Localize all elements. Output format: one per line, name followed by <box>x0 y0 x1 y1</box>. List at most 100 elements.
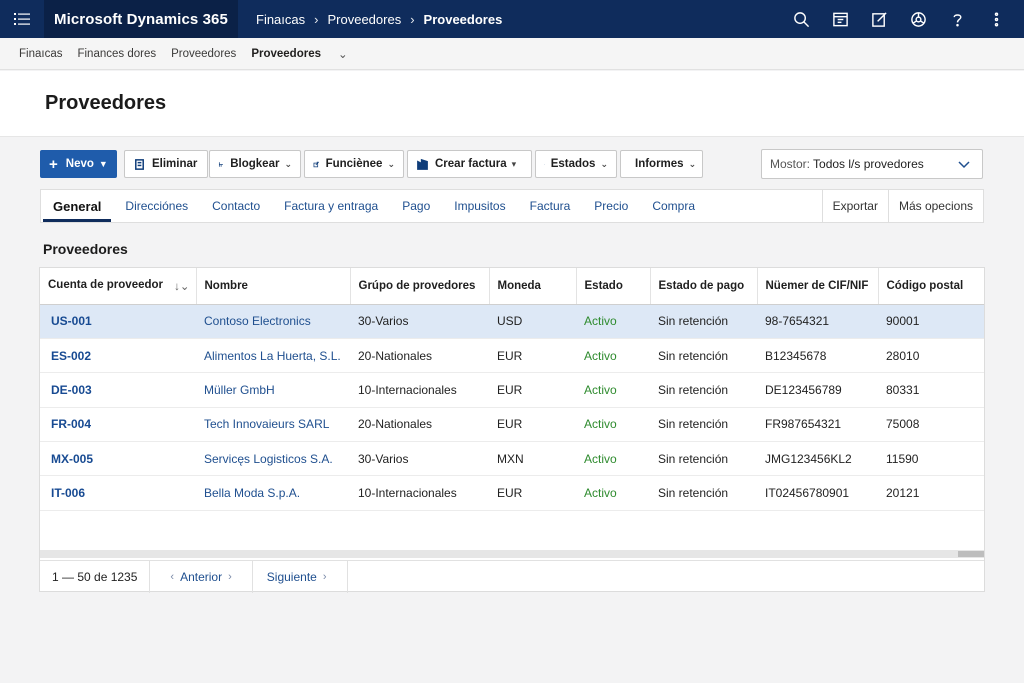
tab-taxes[interactable]: Impusitos <box>454 199 506 213</box>
column-header[interactable]: Nombre <box>196 268 351 305</box>
chevron-right-icon: › <box>322 570 327 583</box>
vendor-account-cell[interactable]: FR-004 <box>40 407 196 443</box>
sort-icon[interactable]: ↓⌄ <box>174 280 190 293</box>
tab-purchase[interactable]: Compra <box>652 199 695 213</box>
folder-icon <box>544 163 545 165</box>
tab-invoice[interactable]: Factura <box>529 199 571 213</box>
block-button[interactable]: Blogkear ⌄ <box>209 150 301 178</box>
status-cell: Activo <box>576 372 650 408</box>
table-row[interactable]: DE-003 Müller GmbH 10-Internacionales EUR Ac… <box>40 372 984 408</box>
block-icon <box>218 161 223 167</box>
record-count: 1 — 50 de 1235 <box>40 560 151 593</box>
column-header[interactable]: Nüemer de CIF/NIF <box>757 268 879 305</box>
vendor-name-cell[interactable]: Contoso Electronics <box>196 304 350 339</box>
states-button[interactable]: Estados ⌄ <box>535 150 617 178</box>
more-options-button[interactable]: Más opecions <box>887 190 983 222</box>
tax-id-cell: JMG123456KL2 <box>757 441 878 477</box>
tab-price[interactable]: Precio <box>594 199 629 213</box>
vendor-name-cell[interactable]: Müller GmbH <box>196 372 350 408</box>
tab-contact[interactable]: Contacto <box>212 199 261 213</box>
horizontal-scrollbar[interactable] <box>40 550 984 558</box>
more-icon[interactable] <box>977 0 1016 38</box>
top-bar: Microsoft Dynamics 365 Finaıcas › Provee… <box>0 0 1024 38</box>
workspace-icon[interactable] <box>821 0 860 38</box>
breadcrumb-item[interactable]: Finaıcas <box>19 47 63 60</box>
chevron-down-icon: ⌄ <box>688 158 697 169</box>
vendor-group-cell: 20-Nationales <box>350 407 489 443</box>
vendor-account-cell[interactable]: DE-003 <box>40 372 196 408</box>
states-button-label: Estados <box>550 158 596 170</box>
top-crumb-finance[interactable]: Finaıcas <box>256 11 306 27</box>
vendor-name-cell[interactable]: Bella Moda S.p.A. <box>196 475 350 511</box>
vendor-account-cell[interactable]: IT-006 <box>40 475 196 511</box>
view-selector-label: Mostor: <box>770 157 811 171</box>
status-cell: Activo <box>576 338 650 374</box>
chevron-right-icon: › <box>228 570 232 583</box>
view-selector-value: Todos l/s provedores <box>813 157 924 171</box>
app-title[interactable]: Microsoft Dynamics 365 <box>44 0 238 38</box>
breadcrumb-item[interactable]: Finances dores <box>77 47 157 60</box>
page-title: Proveedores <box>45 92 167 114</box>
column-header[interactable]: Estado de pago <box>650 268 758 305</box>
export-button[interactable]: Exportar <box>821 190 888 222</box>
delete-icon <box>135 158 144 170</box>
pager: 1 — 50 de 1235 ‹ Anterior › Siguiente › <box>40 560 984 593</box>
invoice-icon <box>417 158 428 170</box>
status-cell: Activo <box>576 304 650 339</box>
vendor-group-cell: 30-Varios <box>350 441 489 477</box>
chevron-down-icon: ▾ <box>511 158 517 169</box>
block-button-label: Blogkear <box>230 158 280 170</box>
vendor-name-cell[interactable]: Alimentos La Huerta, S.L. <box>196 338 350 374</box>
search-icon[interactable] <box>782 0 821 38</box>
top-breadcrumb: Finaıcas › Proveedores › Proveedores <box>238 0 502 38</box>
tab-payment[interactable]: Pago <box>402 199 431 213</box>
table-row[interactable]: ES-002 Alimentos La Huerta, S.L. 20-Nation… <box>40 338 984 374</box>
breadcrumb-item[interactable]: Proveedores <box>171 47 237 60</box>
settings-icon[interactable] <box>899 0 938 38</box>
new-button[interactable]: + Nevo ▼ <box>40 150 117 178</box>
tab-invoice-delivery[interactable]: Factura y entraga <box>284 199 379 213</box>
help-icon[interactable] <box>938 0 977 38</box>
functions-icon <box>313 161 319 167</box>
edit-icon[interactable] <box>860 0 899 38</box>
vendor-account-cell[interactable]: MX-005 <box>40 441 196 477</box>
top-icons <box>782 0 1016 38</box>
previous-page-button[interactable]: ‹ Anterior › <box>150 560 253 593</box>
new-button-label: Nevo <box>65 158 94 170</box>
currency-cell: EUR <box>489 475 576 511</box>
vendor-name-cell[interactable]: Servicęs Logisticos S.A. <box>196 441 350 477</box>
create-invoice-button[interactable]: Crear factura ▾ <box>407 150 532 178</box>
column-header[interactable]: Código postal <box>878 268 984 305</box>
table-row[interactable]: US-001 Contoso Electronics 30-Varios USD Act… <box>40 304 984 339</box>
top-crumb-vendors[interactable]: Proveedores <box>327 11 402 27</box>
payment-status-cell: Sin retención <box>650 372 757 408</box>
column-header[interactable]: Cuenta de proveedor ↓⌄ <box>40 268 197 305</box>
table-row[interactable]: IT-006 Bella Moda S.p.A. 10-Internacionale… <box>40 475 984 511</box>
column-header-label: Cuenta de proveedor <box>48 278 164 291</box>
vendor-account-cell[interactable]: US-001 <box>40 304 196 339</box>
tab-bar: General Direcciónes Contacto Factura y e… <box>40 189 984 223</box>
delete-button[interactable]: Eliminar <box>124 150 208 178</box>
tax-id-cell: 98-7654321 <box>757 304 878 339</box>
chevron-right-icon: › <box>314 11 319 27</box>
tab-addresses[interactable]: Direcciónes <box>125 199 189 213</box>
app-launcher-icon[interactable] <box>0 0 44 38</box>
currency-cell: MXN <box>489 441 576 477</box>
view-selector[interactable]: Mostor: Todos l/s provedores <box>761 149 983 179</box>
chevron-down-icon[interactable]: ⌄ <box>338 48 348 61</box>
vendor-account-cell[interactable]: ES-002 <box>40 338 196 374</box>
tab-general[interactable]: General <box>41 190 113 222</box>
reports-button[interactable]: Informes ⌄ <box>620 150 703 178</box>
vendor-name-cell[interactable]: Tech Innovaieurs SARL <box>196 407 350 443</box>
column-header[interactable]: Moneda <box>489 268 577 305</box>
payment-status-cell: Sin retención <box>650 304 757 339</box>
table-row[interactable]: MX-005 Servicęs Logisticos S.A. 30-Varios M… <box>40 441 984 477</box>
column-header[interactable]: Grúpo de provedores <box>350 268 490 305</box>
next-page-button[interactable]: Siguiente › <box>253 560 348 593</box>
vendor-group-cell: 10-Internacionales <box>350 372 489 408</box>
scrollbar-thumb[interactable] <box>958 551 984 557</box>
table-row[interactable]: FR-004 Tech Innovaieurs SARL 20-Nationales… <box>40 407 984 443</box>
functions-button[interactable]: Funciènee ⌄ <box>304 150 404 178</box>
postal-code-cell: 28010 <box>878 338 984 374</box>
column-header[interactable]: Estado <box>576 268 651 305</box>
